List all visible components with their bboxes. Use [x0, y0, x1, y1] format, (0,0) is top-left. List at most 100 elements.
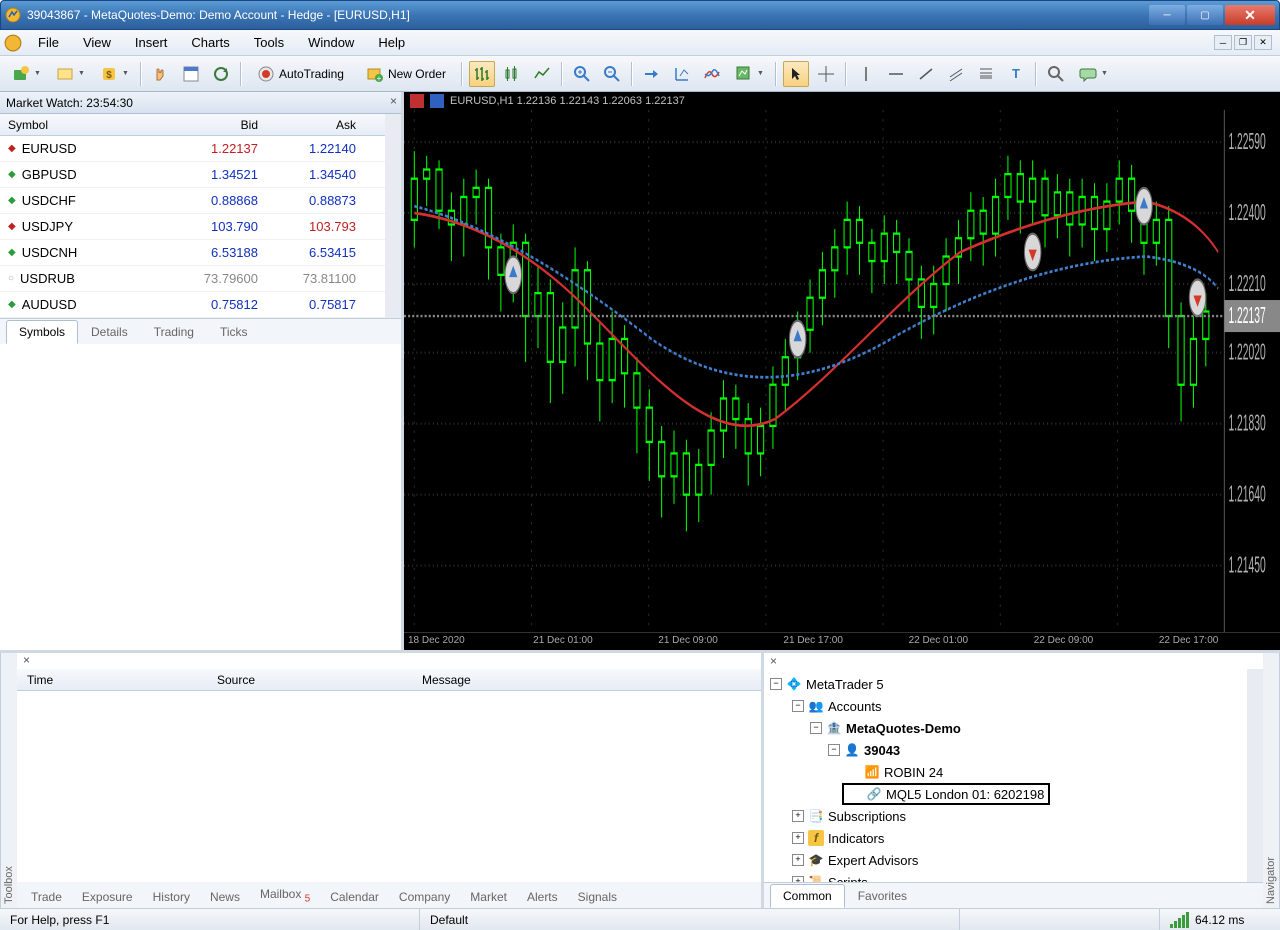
auto-scroll-button[interactable]: [639, 61, 665, 87]
vertical-line-button[interactable]: [853, 61, 879, 87]
search-button[interactable]: [1043, 61, 1069, 87]
market-watch-row[interactable]: ○USDRUB73.7960073.81100: [0, 266, 385, 292]
tick-chart-button[interactable]: $▼: [94, 61, 134, 87]
tree-broker[interactable]: − 🏦 MetaQuotes-Demo: [770, 717, 1257, 739]
expand-icon[interactable]: −: [770, 678, 782, 690]
expand-icon[interactable]: +: [792, 832, 804, 844]
tree-subscriptions[interactable]: + 📑 Subscriptions: [770, 805, 1257, 827]
toolbox-tab-alerts[interactable]: Alerts: [517, 886, 568, 908]
tree-server2[interactable]: 🔗 MQL5 London 01: 6202198: [770, 783, 1257, 805]
crosshair-button[interactable]: [813, 61, 839, 87]
toolbox-tab-news[interactable]: News: [200, 886, 250, 908]
market-watch-row[interactable]: ◆USDJPY103.790103.793: [0, 214, 385, 240]
market-watch-close-icon[interactable]: ×: [390, 94, 397, 108]
symbol-name: AUDUSD: [22, 297, 77, 312]
new-order-button[interactable]: +New Order: [357, 61, 455, 87]
direction-icon: ◆: [8, 169, 16, 180]
line-chart-button[interactable]: [529, 61, 555, 87]
market-watch-row[interactable]: ◆USDCNH6.531886.53415: [0, 240, 385, 266]
toolbox-close-icon[interactable]: ×: [17, 653, 761, 669]
tree-account[interactable]: − 👤 39043: [770, 739, 1257, 761]
expand-icon[interactable]: −: [828, 744, 840, 756]
toolbox-tab-trade[interactable]: Trade: [21, 886, 72, 908]
toolbox-tab-calendar[interactable]: Calendar: [320, 886, 389, 908]
market-watch-row[interactable]: ◆EURUSD1.221371.22140: [0, 136, 385, 162]
direction-icon: ◆: [8, 195, 16, 206]
data-window-button[interactable]: [178, 61, 204, 87]
expand-icon[interactable]: −: [792, 700, 804, 712]
refresh-button[interactable]: [208, 61, 234, 87]
minimize-button[interactable]: ─: [1149, 5, 1185, 25]
mdi-minimize-button[interactable]: ─: [1214, 35, 1232, 50]
close-button[interactable]: ✕: [1225, 5, 1275, 25]
market-watch-row[interactable]: ◆USDCHF0.888680.88873: [0, 188, 385, 214]
col-message[interactable]: Message: [422, 673, 761, 687]
market-watch-row[interactable]: ◆AUDUSD0.758120.75817: [0, 292, 385, 318]
trendline-button[interactable]: [913, 61, 939, 87]
navigator-tab-common[interactable]: Common: [770, 884, 845, 908]
bid-price: 73.79600: [160, 271, 270, 286]
candlestick-button[interactable]: [499, 61, 525, 87]
col-symbol[interactable]: Symbol: [0, 118, 160, 132]
zoom-out-button[interactable]: [599, 61, 625, 87]
market-watch-scrollbar[interactable]: [385, 114, 401, 318]
fibonacci-button[interactable]: [973, 61, 999, 87]
tree-accounts[interactable]: − 👥 Accounts: [770, 695, 1257, 717]
toolbox-tab-company[interactable]: Company: [389, 886, 460, 908]
menu-charts[interactable]: Charts: [179, 32, 241, 53]
indicators-button[interactable]: [699, 61, 725, 87]
mdi-restore-button[interactable]: ❐: [1234, 35, 1252, 50]
toolbox-tab-market[interactable]: Market: [460, 886, 517, 908]
toolbox-tab-mailbox[interactable]: Mailbox 5: [250, 883, 320, 908]
hand-tool-button[interactable]: [148, 61, 174, 87]
expand-icon[interactable]: +: [792, 810, 804, 822]
chart-shift-button[interactable]: [669, 61, 695, 87]
navigator-tab-favorites[interactable]: Favorites: [845, 884, 920, 908]
expand-icon[interactable]: −: [810, 722, 822, 734]
market-watch-tab-ticks[interactable]: Ticks: [207, 320, 261, 344]
chart-canvas[interactable]: 1.225901.224001.222101.221371.220201.218…: [404, 110, 1280, 632]
expand-icon[interactable]: +: [792, 876, 804, 882]
menu-insert[interactable]: Insert: [123, 32, 180, 53]
bid-price: 6.53188: [160, 245, 270, 260]
menu-file[interactable]: File: [26, 32, 71, 53]
toolbox-tab-signals[interactable]: Signals: [568, 886, 627, 908]
tree-scripts[interactable]: + 📜 Scripts: [770, 871, 1257, 882]
symbol-name: USDJPY: [22, 219, 73, 234]
menu-window[interactable]: Window: [296, 32, 366, 53]
maximize-button[interactable]: ▢: [1187, 5, 1223, 25]
text-button[interactable]: T: [1003, 61, 1029, 87]
equidistant-button[interactable]: [943, 61, 969, 87]
col-bid[interactable]: Bid: [160, 118, 270, 132]
bar-chart-button[interactable]: [469, 61, 495, 87]
templates-button[interactable]: ▼: [729, 61, 769, 87]
menu-view[interactable]: View: [71, 32, 123, 53]
status-profile: Default: [420, 909, 960, 930]
tree-root[interactable]: − 💠 MetaTrader 5: [770, 673, 1257, 695]
cursor-button[interactable]: [783, 61, 809, 87]
toolbox-tab-exposure[interactable]: Exposure: [72, 886, 143, 908]
col-time[interactable]: Time: [17, 673, 217, 687]
chat-button[interactable]: ▼: [1073, 61, 1113, 87]
toolbox-tab-history[interactable]: History: [143, 886, 200, 908]
menu-tools[interactable]: Tools: [242, 32, 296, 53]
mdi-close-button[interactable]: ✕: [1254, 35, 1272, 50]
menu-help[interactable]: Help: [366, 32, 417, 53]
market-watch-row[interactable]: ◆GBPUSD1.345211.34540: [0, 162, 385, 188]
navigator-scrollbar[interactable]: [1247, 669, 1263, 882]
tree-indicators[interactable]: + f Indicators: [770, 827, 1257, 849]
new-chart-button[interactable]: ▼: [6, 61, 46, 87]
market-watch-tab-trading[interactable]: Trading: [141, 320, 207, 344]
zoom-in-button[interactable]: [569, 61, 595, 87]
market-watch-tab-symbols[interactable]: Symbols: [6, 320, 78, 344]
col-ask[interactable]: Ask: [270, 118, 370, 132]
navigator-close-icon[interactable]: [764, 653, 1263, 669]
tree-experts[interactable]: + 🎓 Expert Advisors: [770, 849, 1257, 871]
expand-icon[interactable]: +: [792, 854, 804, 866]
profiles-button[interactable]: ▼: [50, 61, 90, 87]
autotrading-button[interactable]: AutoTrading: [248, 61, 353, 87]
horizontal-line-button[interactable]: [883, 61, 909, 87]
market-watch-tab-details[interactable]: Details: [78, 320, 141, 344]
tree-server1[interactable]: 📶 ROBIN 24: [770, 761, 1257, 783]
col-source[interactable]: Source: [217, 673, 422, 687]
